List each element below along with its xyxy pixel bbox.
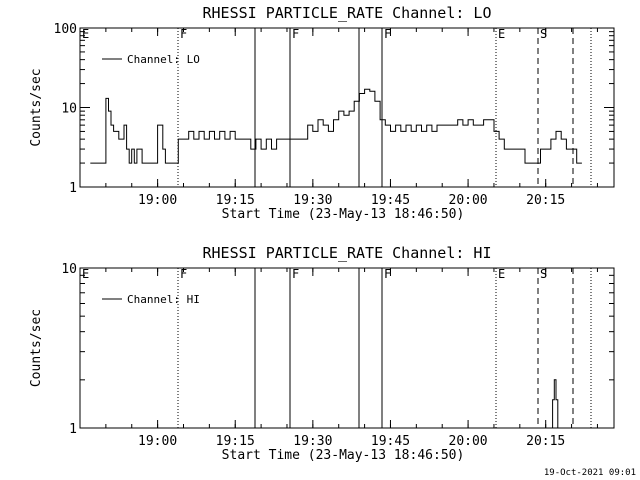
event-flag-label: E [82,27,89,41]
x-tick-label: 19:45 [371,434,410,449]
x-axis-label: Start Time (23-May-13 18:46:50) [222,207,465,222]
panel-hi: RHESSI PARTICLE_RATE Channel: HI E F F F E S 19… [29,244,615,463]
chart-title: RHESSI PARTICLE_RATE Channel: HI [203,244,492,262]
x-axis-label: Start Time (23-May-13 18:46:50) [222,448,465,463]
legend-label: Channel: HI [127,293,200,306]
event-flag-label: F [292,267,299,281]
chart-title: RHESSI PARTICLE_RATE Channel: LO [203,4,492,22]
event-flag-label: S [540,267,547,281]
event-flag-label: F [292,27,299,41]
y-tick-label: 1 [69,181,77,196]
y-tick-label: 10 [61,102,77,117]
x-tick-label: 19:15 [216,193,255,208]
y-tick-label: 100 [54,22,77,37]
series-line-channel-hi [90,379,582,429]
legend-label: Channel: LO [127,53,200,66]
x-tick-label: 19:45 [371,193,410,208]
x-tick-label: 19:15 [216,434,255,449]
x-tick-label: 20:00 [449,193,488,208]
event-flag-label: E [82,267,89,281]
event-flag-label: F [384,267,391,281]
event-flag-label: E [498,267,505,281]
series-line-channel-lo [90,88,582,164]
y-tick-label: 1 [69,422,77,437]
x-tick-label: 20:15 [526,434,565,449]
x-tick-label: 19:30 [293,193,332,208]
x-tick-label: 20:00 [449,434,488,449]
plot-timestamp: 19-Oct-2021 09:01 [544,468,636,478]
event-flag-label: S [540,27,547,41]
event-flag-label: E [498,27,505,41]
x-tick-label: 19:00 [138,193,177,208]
event-flag-label: F [180,27,187,41]
x-tick-label: 20:15 [526,193,565,208]
panel-lo: RHESSI PARTICLE_RATE Channel: LO E F F F E S 19… [29,4,615,222]
event-flag-label: F [384,27,391,41]
y-axis-label: Counts/sec [29,309,44,387]
x-tick-label: 19:30 [293,434,332,449]
y-axis-label: Counts/sec [29,68,44,146]
y-tick-label: 10 [61,262,77,277]
event-flag-label: F [180,267,187,281]
plot-frame [79,267,615,429]
x-tick-label: 19:00 [138,434,177,449]
